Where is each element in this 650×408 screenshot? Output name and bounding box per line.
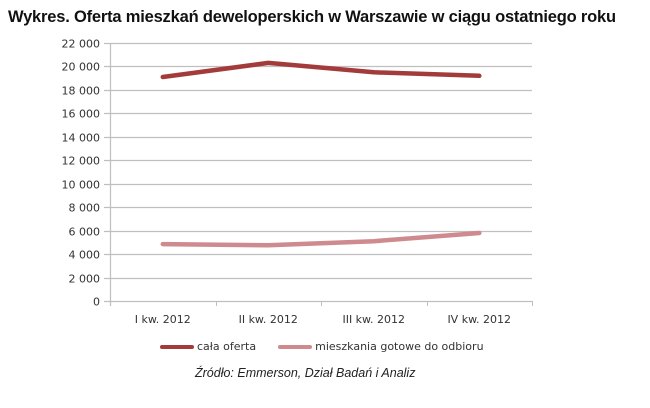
series-line-1: [160, 230, 482, 248]
y-tick-label: 20 000: [62, 61, 101, 74]
x-tick-label: II kw. 2012: [239, 313, 298, 326]
chart-title: Wykres. Oferta mieszkań deweloperskich w…: [8, 8, 616, 26]
y-tick-label: 6 000: [69, 226, 101, 239]
y-tick-label: 4 000: [69, 249, 101, 262]
x-tick-label: III kw. 2012: [342, 313, 405, 326]
x-tick-label: IV kw. 2012: [447, 313, 511, 326]
legend-item-cala-oferta: cała oferta: [160, 340, 256, 353]
y-tick-label: 12 000: [62, 155, 101, 168]
legend-swatch-gotowe: [278, 344, 313, 349]
legend-swatch-cala-oferta: [160, 344, 194, 349]
x-axis: I kw. 2012 II kw. 2012 III kw. 2012 IV kw. …: [110, 301, 533, 326]
legend: cała oferta mieszkania gotowe do odbioru: [160, 340, 506, 353]
source-note: Źródło: Emmerson, Dział Badań i Analiz: [195, 366, 416, 380]
legend-label: mieszkania gotowe do odbioru: [315, 340, 484, 353]
legend-label: cała oferta: [197, 340, 257, 353]
legend-item-gotowe: mieszkania gotowe do odbioru: [278, 340, 484, 353]
y-tick-label: 0: [93, 296, 100, 309]
data-series: [160, 60, 482, 248]
y-axis: 0 2 000 4 000 6 000 8 000 10 000 12 000 14 000 1…: [62, 38, 112, 309]
x-tick-label: I kw. 2012: [135, 313, 191, 326]
y-tick-label: 18 000: [62, 85, 101, 98]
y-tick-label: 8 000: [69, 202, 101, 215]
y-tick-label: 16 000: [62, 108, 101, 121]
y-tick-label: 14 000: [62, 132, 101, 145]
y-tick-label: 2 000: [69, 273, 101, 286]
y-tick-label: 10 000: [62, 179, 101, 192]
y-tick-label: 22 000: [62, 38, 101, 51]
series-line-0: [160, 60, 482, 80]
gridlines: [104, 42, 532, 303]
